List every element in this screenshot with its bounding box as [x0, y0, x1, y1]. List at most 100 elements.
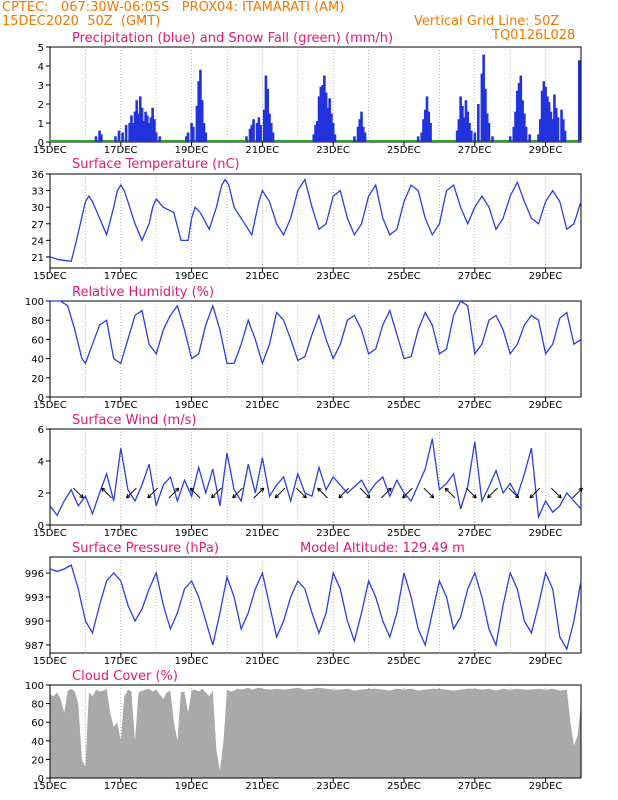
wind-arrow-shaft: [444, 487, 456, 499]
humidity-xtick-label: 21DEC: [245, 400, 279, 411]
humidity-ytick-label: 60: [31, 335, 44, 346]
precipitation-bar: [560, 109, 563, 142]
precipitation-bar: [427, 111, 431, 142]
wind-arrow-head: [387, 487, 392, 493]
precipitation-bar: [319, 86, 323, 142]
precipitation-bar: [540, 90, 544, 142]
wind-arrow-shaft: [101, 487, 112, 499]
precipitation-bar: [361, 126, 365, 142]
precipitation-bar: [128, 123, 131, 142]
precipitation-bar: [158, 136, 162, 142]
wind-arrow-shaft: [380, 487, 392, 499]
temperature-panel: 21 24 27 30 33 36 15DEC 17DEC 19DEC 21DEC 23DEC 25D…: [31, 157, 582, 282]
wind-arrow-head: [101, 487, 106, 493]
humidity-ytick-label: 0: [38, 393, 44, 404]
wind-arrow-head: [259, 487, 265, 493]
precipitation-bar: [133, 111, 137, 142]
precipitation-bar: [204, 132, 208, 142]
precipitation-bar: [462, 117, 466, 142]
wind-arrow-head: [189, 487, 195, 493]
temperature-ytick-label: 24: [31, 236, 44, 247]
precipitation-bar: [268, 113, 271, 142]
header-grid-info: Vertical Grid Line: 50Z: [414, 14, 560, 29]
wind-arrow-shaft: [338, 487, 350, 499]
wind-xtick-label: 27DEC: [458, 528, 492, 539]
precipitation-bar: [491, 136, 494, 142]
precipitation-bar: [524, 126, 528, 142]
humidity-xtick-label: 25DEC: [387, 400, 421, 411]
precipitation-ytick-label: 5: [38, 43, 44, 54]
cloud_cover-ytick-label: 100: [25, 681, 44, 692]
humidity-series-line: [50, 300, 582, 366]
precipitation-bar: [515, 90, 519, 142]
precipitation-bar: [512, 126, 516, 142]
wind-arrow: [508, 487, 520, 499]
cloud_cover-ytick-label: 80: [31, 700, 44, 711]
precipitation-bar: [202, 123, 206, 142]
wind-arrow-head: [487, 493, 492, 499]
wind-arrow-head: [232, 493, 237, 499]
wind-arrow-shaft: [529, 487, 541, 499]
precipitation-xtick-label: 17DEC: [104, 145, 138, 156]
header-date: 15DEC2020 50Z (GMT): [2, 14, 161, 29]
precipitation-ytick-label: 1: [38, 119, 44, 130]
precipitation-bar: [563, 130, 567, 142]
temperature-ytick-label: 21: [31, 253, 44, 264]
wind-arrow-shaft: [126, 487, 137, 499]
precipitation-bar: [544, 86, 547, 142]
precipitation-bar: [556, 117, 560, 142]
pressure-xtick-label: 23DEC: [316, 656, 350, 667]
pressure-subtitle: Model Altitude: 129.49 m: [300, 541, 465, 556]
pressure-xtick-label: 19DEC: [175, 656, 209, 667]
temperature-ytick-label: 27: [31, 220, 44, 231]
wind-title: Surface Wind (m/s): [72, 413, 196, 428]
wind-arrow-head: [402, 493, 407, 499]
wind-arrow-head: [302, 493, 307, 499]
wind-arrow-head: [125, 493, 131, 499]
wind-arrow-shaft: [211, 487, 222, 499]
precipitation-bar: [331, 123, 335, 142]
precipitation-bar: [551, 119, 554, 142]
precipitation-xtick-label: 27DEC: [458, 145, 492, 156]
wind-arrow-head: [79, 493, 84, 499]
precipitation-bar: [98, 130, 101, 142]
precipitation-ytick-label: 4: [38, 62, 44, 73]
precipitation-bar: [200, 100, 204, 142]
temperature-title: Surface Temperature (nC): [72, 157, 240, 172]
precipitation-bar: [140, 107, 144, 142]
humidity-ytick-label: 40: [31, 355, 44, 366]
precipitation-bar: [521, 100, 524, 142]
wind-arrow-head: [274, 493, 280, 499]
wind-arrow: [189, 487, 201, 499]
humidity-xtick-label: 27DEC: [458, 400, 492, 411]
wind-arrow-head: [514, 493, 520, 499]
wind-arrow-head: [557, 493, 562, 499]
precipitation-bar: [487, 123, 491, 142]
precipitation-bar: [142, 121, 146, 142]
wind-arrow-head: [174, 487, 180, 493]
precipitation-bar: [190, 123, 193, 142]
cloud_cover-ytick-label: 0: [38, 774, 44, 785]
wind-arrow-head: [317, 487, 322, 493]
precipitation-bar: [528, 134, 531, 142]
precipitation-bar: [186, 132, 190, 142]
wind-xtick-label: 21DEC: [245, 528, 279, 539]
wind-arrow: [550, 487, 562, 499]
temperature-xtick-label: 17DEC: [104, 271, 138, 282]
cloud_cover-xtick-label: 15DEC: [33, 781, 67, 792]
precipitation-bar: [117, 130, 121, 142]
precipitation-bar: [317, 96, 321, 142]
humidity-xtick-label: 17DEC: [104, 400, 138, 411]
wind-arrow-shaft: [168, 487, 180, 499]
wind-xtick-label: 15DEC: [33, 528, 67, 539]
wind-arrow: [253, 487, 265, 499]
humidity-xtick-label: 23DEC: [316, 400, 350, 411]
precipitation-panel: 0 1 2 3 4 5 15DEC 17DEC 19DEC 21DEC 23DEC 25DEC 27DE…: [33, 31, 582, 156]
precipitation-bar: [523, 113, 526, 142]
temperature-series-line: [49, 177, 582, 263]
precipitation-xtick-label: 23DEC: [316, 145, 350, 156]
precipitation-bar: [473, 132, 477, 142]
cloud_cover-area: [50, 687, 581, 778]
wind-arrow-head: [338, 493, 343, 499]
wind-arrow-shaft: [402, 487, 413, 499]
